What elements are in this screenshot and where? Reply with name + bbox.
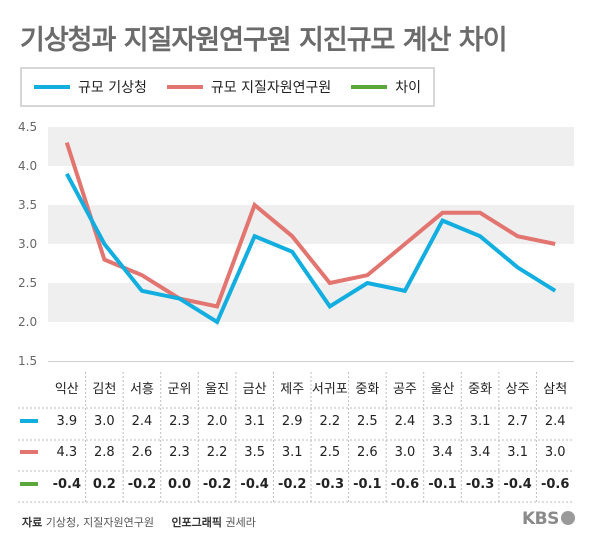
table-cell-value: -0.6 — [391, 477, 419, 492]
legend-item-diff: 차이 — [351, 77, 421, 97]
table-cell-value: 3.9 — [56, 414, 77, 429]
table-cell-value: 2.4 — [395, 414, 416, 429]
legend-item-kma: 규모 기상청 — [34, 77, 147, 97]
table-cell-value: -0.1 — [353, 477, 381, 492]
table-cell-value: -0.3 — [316, 477, 344, 492]
table-cell-value: 3.1 — [244, 414, 265, 429]
y-tick-label: 4.0 — [18, 159, 37, 173]
table-cell-value: 3.1 — [470, 414, 491, 429]
legend-label-kma: 규모 기상청 — [78, 80, 147, 96]
category-label: 중화 — [355, 382, 379, 397]
legend-item-kigam: 규모 지질자원연구원 — [166, 77, 332, 97]
kbs-logo-text: KBS — [522, 509, 559, 529]
legend-swatch-kma — [34, 85, 70, 89]
table-cell-value: 3.1 — [282, 445, 303, 460]
table-cell-value: 2.9 — [282, 414, 303, 429]
legend: 규모 기상청 규모 지질자원연구원 차이 — [20, 67, 435, 107]
table-cell-value: 3.5 — [244, 445, 265, 460]
table-row-marker-2 — [20, 482, 38, 486]
table-cell-value: -0.4 — [53, 477, 81, 492]
table-cell-value: 3.1 — [507, 445, 528, 460]
category-label: 익산 — [55, 382, 79, 397]
category-label: 금산 — [243, 382, 267, 397]
footer-source: 자료 기상청, 지질자원연구원 인포그래픽 권세라 — [22, 514, 256, 530]
legend-label-kigam: 규모 지질자원연구원 — [210, 80, 332, 96]
table-cell-value: -0.2 — [203, 477, 231, 492]
category-label: 제주 — [280, 382, 304, 397]
grid-band — [48, 127, 574, 166]
table-row-marker-0 — [20, 419, 38, 423]
table-cell-value: 2.6 — [357, 445, 378, 460]
table-cell-value: 2.4 — [545, 414, 566, 429]
y-tick-label: 2.0 — [18, 315, 37, 329]
table-cell-value: 0.2 — [93, 477, 116, 492]
source-value: 기상청, 지질자원연구원 — [45, 516, 154, 529]
table-cell-value: 3.3 — [432, 414, 453, 429]
graphic-value: 권세라 — [225, 516, 256, 529]
table-cell-value: 3.4 — [470, 445, 491, 460]
category-label: 울진 — [205, 382, 229, 397]
kbs-logo-icon — [560, 511, 575, 525]
graphic-label: 인포그래픽 — [171, 516, 223, 529]
chart-title: 기상청과 지질자원연구원 지진규모 계산 차이 — [20, 25, 508, 56]
category-label: 군위 — [168, 382, 192, 397]
table-cell-value: -0.6 — [541, 477, 569, 492]
category-label: 울산 — [431, 382, 455, 397]
table-cell-value: 3.0 — [94, 414, 115, 429]
y-tick-label: 4.5 — [18, 120, 37, 134]
table-cell-value: 2.2 — [207, 445, 228, 460]
table-cell-value: 2.5 — [357, 414, 378, 429]
table-cell-value: -0.4 — [503, 477, 531, 492]
kbs-logo: KBS — [522, 509, 575, 529]
table-cell-value: 0.0 — [168, 477, 191, 492]
category-label: 김천 — [92, 382, 116, 397]
category-label: 삼척 — [543, 382, 567, 397]
table-cell-value: 3.0 — [545, 445, 566, 460]
source-label: 자료 — [22, 516, 43, 529]
category-label: 중화 — [468, 382, 492, 397]
table-cell-value: 3.4 — [432, 445, 453, 460]
legend-label-diff: 차이 — [395, 80, 421, 96]
category-label: 상주 — [506, 382, 530, 397]
table-cell-value: 2.0 — [207, 414, 228, 429]
table-cell-value: 2.3 — [169, 414, 190, 429]
category-label: 공주 — [393, 382, 417, 397]
table-cell-value: 2.2 — [319, 414, 340, 429]
table-cell-value: -0.4 — [240, 477, 268, 492]
table-cell-value: 2.4 — [132, 414, 153, 429]
grid-band — [48, 205, 574, 244]
table-cell-value: 4.3 — [56, 445, 77, 460]
grid-band — [48, 283, 574, 322]
y-tick-label: 2.5 — [18, 276, 37, 290]
category-label: 서흥 — [130, 382, 154, 397]
table-cell-value: 3.0 — [395, 445, 416, 460]
table-cell-value: -0.1 — [428, 477, 456, 492]
table-cell-value: 2.7 — [507, 414, 528, 429]
table-cell-value: 2.6 — [132, 445, 153, 460]
chart-area: 1.5 2.0 2.5 3.0 3.5 4.0 4.5 익산 김천 서흥 군위 울진 금산 제주 서귀포 중화… — [18, 120, 574, 503]
y-tick-label: 3.5 — [18, 198, 37, 212]
legend-swatch-kigam — [166, 85, 203, 89]
y-tick-label: 3.0 — [18, 237, 37, 251]
y-tick-label: 1.5 — [18, 354, 37, 368]
series-line-1 — [64, 141, 556, 309]
table-cell-value: 2.8 — [94, 445, 115, 460]
series-line-0 — [65, 172, 557, 325]
table-cell-value: 2.3 — [169, 445, 190, 460]
category-label: 서귀포 — [312, 382, 348, 397]
table-cell-value: -0.2 — [278, 477, 306, 492]
table-row-marker-1 — [20, 450, 38, 454]
table-cell-value: -0.3 — [466, 477, 494, 492]
legend-swatch-diff — [351, 85, 388, 89]
table-cell-value: 2.5 — [319, 445, 340, 460]
table-cell-value: -0.2 — [128, 477, 156, 492]
